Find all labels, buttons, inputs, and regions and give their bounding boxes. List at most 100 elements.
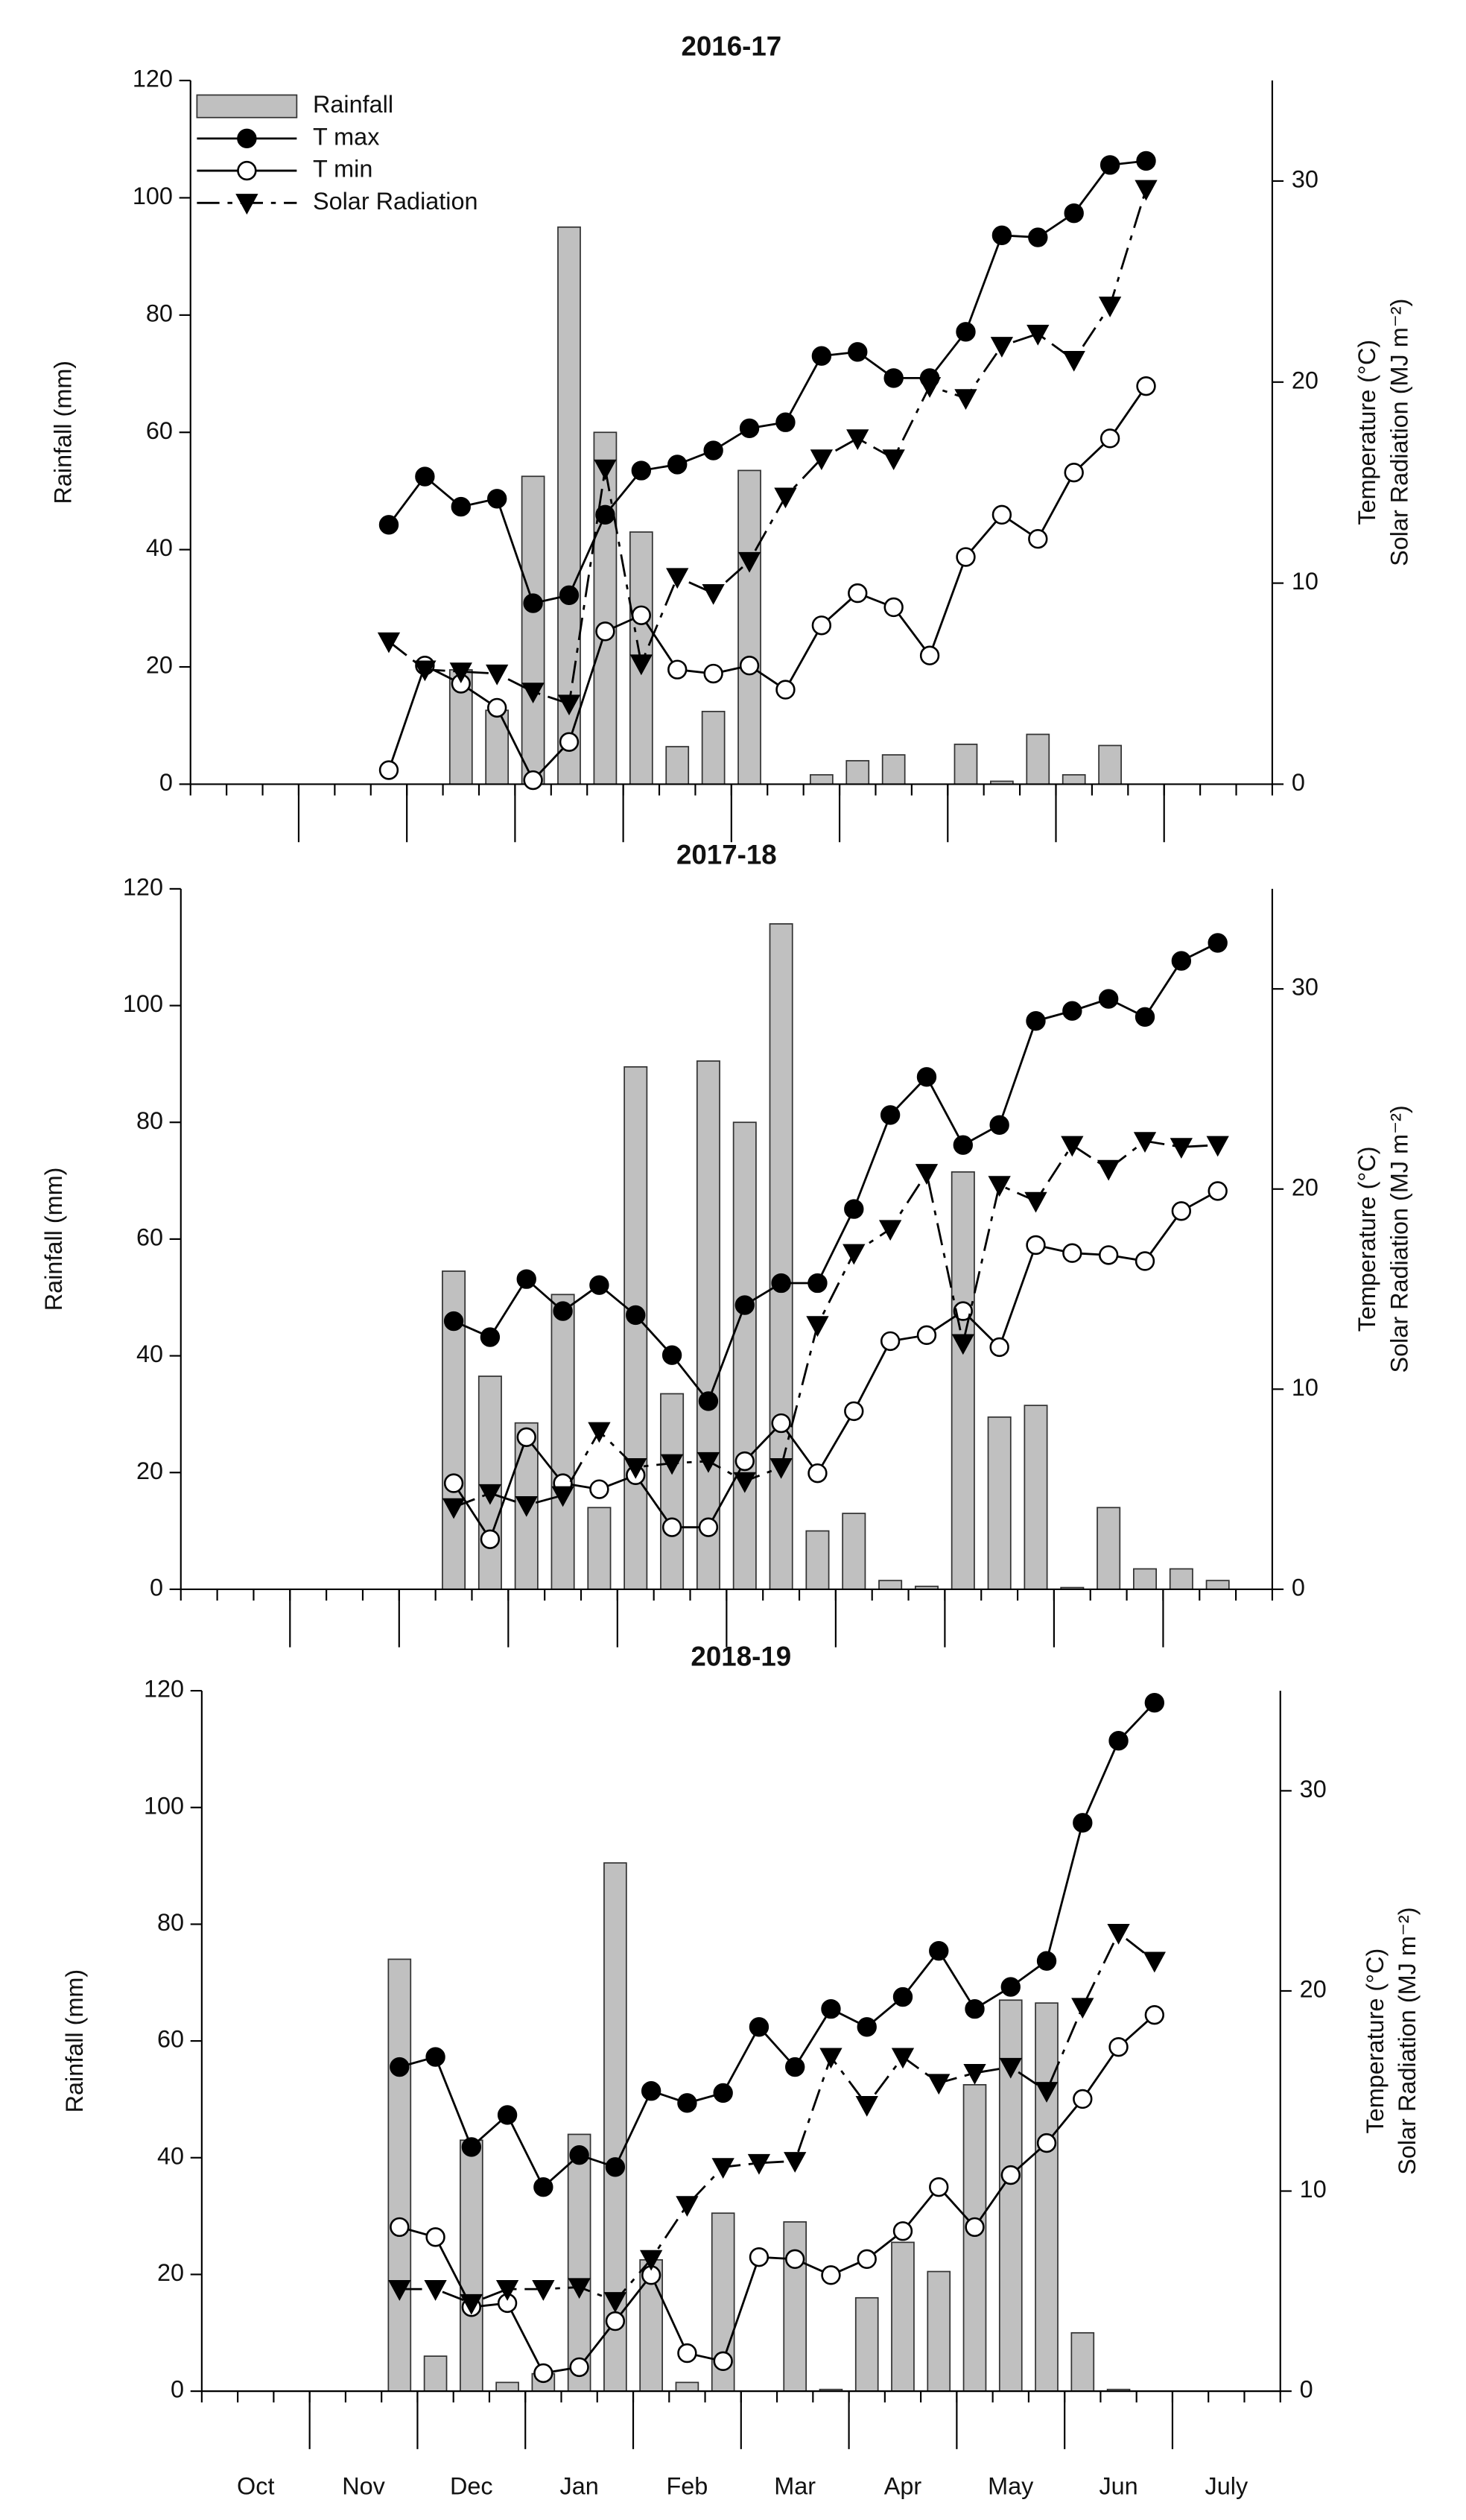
marker	[916, 1067, 937, 1087]
marker	[1144, 2004, 1165, 2025]
y-tick-label: 100	[123, 990, 163, 1017]
marker	[951, 1334, 974, 1355]
marker	[605, 2311, 626, 2331]
marker	[989, 1337, 1009, 1358]
marker	[1206, 1136, 1229, 1157]
marker	[1100, 428, 1120, 449]
marker	[553, 1301, 573, 1321]
marker	[848, 342, 868, 362]
marker	[775, 412, 796, 432]
marker	[378, 515, 399, 535]
bar	[842, 1513, 866, 1590]
legend-marker	[237, 128, 257, 149]
chart-title: 2018-19	[691, 1642, 791, 1672]
marker	[641, 2081, 661, 2101]
marker	[559, 585, 580, 605]
legend-marker	[235, 194, 258, 215]
marker	[1028, 529, 1048, 549]
marker	[811, 615, 832, 636]
marker	[892, 1986, 913, 2007]
y2-tick-label: 10	[1292, 1374, 1319, 1401]
y-tick-label: 20	[146, 652, 173, 679]
bar	[567, 2133, 591, 2392]
y2-tick-label: 20	[1292, 367, 1319, 393]
y2-tick-label: 20	[1300, 1976, 1327, 2003]
marker	[1171, 951, 1192, 971]
y2-axis-label: Solar Radiation (MJ m⁻²)	[1394, 1907, 1421, 2174]
marker	[811, 346, 832, 366]
y2-tick-label: 30	[1292, 166, 1319, 193]
marker	[956, 547, 976, 567]
marker	[516, 1427, 536, 1447]
marker	[460, 2293, 483, 2315]
marker	[1144, 1693, 1165, 1713]
marker	[1108, 2036, 1129, 2057]
marker	[589, 1479, 609, 1499]
bar	[665, 746, 690, 785]
marker	[588, 1422, 611, 1443]
legend-swatch	[196, 94, 298, 118]
marker	[702, 583, 725, 605]
marker	[661, 1345, 682, 1365]
marker	[929, 2176, 949, 2197]
marker	[424, 2280, 447, 2301]
marker	[487, 489, 507, 509]
bar	[1024, 1405, 1048, 1590]
bar	[477, 1375, 502, 1590]
marker	[737, 551, 761, 573]
marker	[963, 2063, 986, 2085]
y-tick-label: 40	[146, 534, 173, 561]
marker	[747, 2153, 771, 2175]
marker	[521, 683, 545, 703]
marker	[883, 597, 904, 618]
marker	[1143, 1951, 1166, 1973]
bar	[1035, 2002, 1059, 2392]
marker	[821, 1998, 841, 2019]
marker	[785, 2249, 805, 2270]
marker	[821, 2265, 841, 2285]
y-tick-label: 20	[136, 1457, 163, 1484]
marker	[844, 1199, 864, 1219]
y-tick-label: 80	[157, 1909, 184, 1936]
marker	[771, 1273, 791, 1294]
marker	[775, 680, 796, 700]
marker	[916, 1325, 937, 1346]
marker	[703, 663, 723, 684]
x-tick-label: July	[1205, 2472, 1248, 2499]
marker	[377, 632, 401, 653]
marker	[1062, 1001, 1082, 1021]
marker	[626, 1305, 646, 1326]
marker	[569, 2357, 589, 2378]
bar	[927, 2270, 951, 2392]
series-line	[453, 1139, 1218, 1509]
marker	[1028, 227, 1048, 247]
marker	[915, 1164, 939, 1185]
marker	[954, 389, 977, 411]
chart-title: 2017-18	[676, 839, 777, 870]
marker	[785, 2057, 805, 2077]
marker	[927, 2074, 951, 2095]
legend-label: Rainfall	[313, 91, 393, 118]
y2-tick-label: 10	[1292, 568, 1319, 595]
marker	[442, 1498, 466, 1519]
bar	[1026, 733, 1050, 785]
y-tick-label: 80	[136, 1107, 163, 1134]
legend-label: Solar Radiation	[313, 188, 478, 215]
bar	[987, 1416, 1012, 1590]
marker	[516, 1269, 536, 1289]
marker	[991, 504, 1012, 525]
marker	[713, 2351, 733, 2372]
y2-axis-label: Solar Radiation (MJ m⁻²)	[1386, 1105, 1412, 1373]
marker	[487, 697, 507, 718]
bar	[769, 923, 793, 1590]
marker	[892, 2221, 913, 2241]
marker	[990, 337, 1014, 358]
bar	[878, 1580, 903, 1590]
marker	[569, 2145, 589, 2165]
bar	[1070, 2331, 1095, 2392]
marker	[739, 656, 760, 676]
marker	[1071, 1998, 1094, 2019]
marker	[713, 2083, 733, 2103]
marker	[991, 225, 1012, 245]
